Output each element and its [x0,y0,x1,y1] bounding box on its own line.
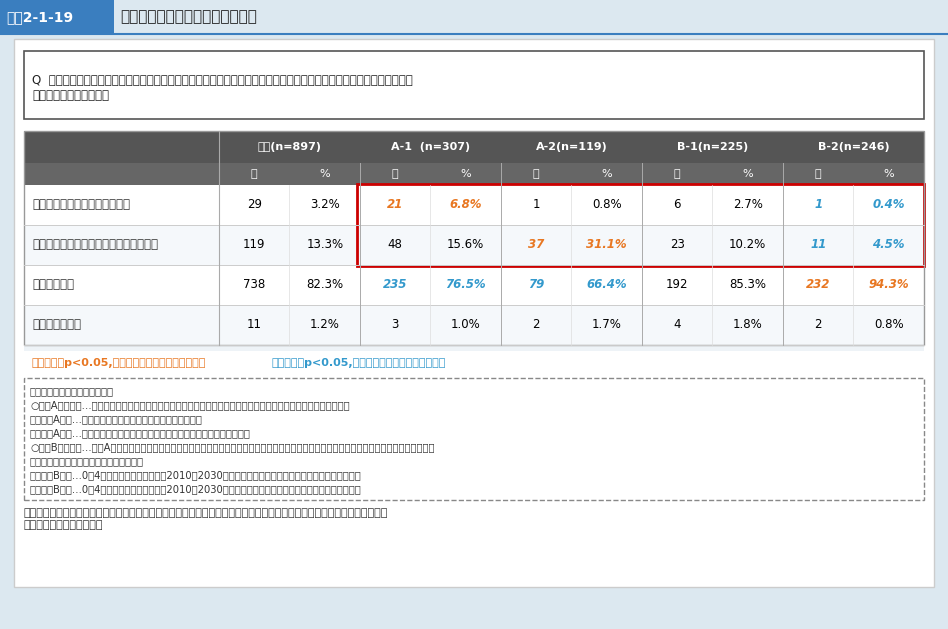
Text: 11: 11 [811,238,827,252]
Text: 82.3%: 82.3% [306,279,343,291]
Text: 自治体内の一部地区において生じている: 自治体内の一部地区において生じている [32,238,158,252]
Text: B-2(n=246): B-2(n=246) [818,142,889,152]
Text: 数: 数 [815,169,822,179]
Text: 数: 数 [392,169,398,179]
Text: 4: 4 [673,318,681,331]
Text: 0.8%: 0.8% [592,199,622,211]
Text: 生じていない: 生じていない [32,279,74,291]
Text: 1: 1 [533,199,540,211]
Text: 21: 21 [387,199,404,211]
Text: 資料：令和２年度子ども・子育て支援推進調査研究事業「人口減少地域等における保育に関するニーズや事業継続に向けた
　取組事例に関する調査」: 資料：令和２年度子ども・子育て支援推進調査研究事業「人口減少地域等における保育に… [24,508,389,530]
Bar [357,184,924,266]
Text: 1.0%: 1.0% [451,318,481,331]
Text: %: % [461,169,471,179]
Text: 37: 37 [528,238,544,252]
Text: 自治体全域において生じている: 自治体全域において生じている [32,199,130,211]
Text: 48: 48 [388,238,403,252]
Text: 6.8%: 6.8% [449,199,482,211]
Text: ○分類Bの考え方…分類Aに該当しない地域を、将来的に人口減少の可能性のある市町村とし、以下のとおり、より急速に人口減少が起こる地域と: ○分類Bの考え方…分類Aに該当しない地域を、将来的に人口減少の可能性のある市町村… [30,442,434,452]
Text: 11: 11 [246,318,262,331]
Text: 235: 235 [383,279,408,291]
Bar [24,51,924,119]
Text: （参考）自治体の分類の考え方: （参考）自治体の分類の考え方 [30,386,114,396]
Bar [0,0,948,34]
Bar [24,185,924,225]
Text: 2: 2 [533,318,540,331]
Text: 0.8%: 0.8% [874,318,903,331]
Text: 数: 数 [533,169,539,179]
Text: 6: 6 [673,199,681,211]
Text: 0.4%: 0.4% [872,199,905,211]
Text: 738: 738 [243,279,265,291]
Text: 数: 数 [251,169,258,179]
Text: 3.2%: 3.2% [310,199,339,211]
Text: 把握していない: 把握していない [32,318,81,331]
Text: 2.7%: 2.7% [733,199,763,211]
Text: オレンジ：p<0.05,全体の割合と比べて割合が高い: オレンジ：p<0.05,全体の割合と比べて割合が高い [32,358,207,368]
Text: %: % [742,169,753,179]
Text: 2: 2 [814,318,822,331]
Text: 31.1%: 31.1% [587,238,627,252]
Text: %: % [319,169,330,179]
Bar [24,305,924,345]
Bar [112,0,114,34]
Bar [14,39,934,587]
Text: Q  自治体において、人口減少の影響により、域内の保育所等の多くが定員割れを起こし運営の継続が困難となっている
　事態は生じてますか。: Q 自治体において、人口減少の影響により、域内の保育所等の多くが定員割れを起こし… [32,74,412,102]
Text: ・分類A－１…市町村全体が過疎地域又は市町村全体が離島: ・分類A－１…市町村全体が過疎地域又は市町村全体が離島 [30,414,203,424]
Text: A-1  (n=307): A-1 (n=307) [391,142,470,152]
Text: 85.3%: 85.3% [729,279,766,291]
Text: 4.5%: 4.5% [872,238,905,252]
Text: 13.3%: 13.3% [306,238,343,252]
Text: 232: 232 [806,279,830,291]
Text: 119: 119 [243,238,265,252]
Text: %: % [601,169,612,179]
Text: 保育所の運営継続の困難さの状況: 保育所の運営継続の困難さの状況 [120,9,257,25]
Text: ・分類B－１…0～4歳人口の将来推計人口の2010～2030年の増減率について中央値より減少率が高い市町村: ・分類B－１…0～4歳人口の将来推計人口の2010～2030年の増減率について中… [30,470,362,480]
Text: 192: 192 [666,279,688,291]
Text: A-2(n=119): A-2(n=119) [536,142,608,152]
Text: ・分類A－２…市町村の中に一部過疎地域を含む又は市町村の中に離島を含む: ・分類A－２…市町村の中に一部過疎地域を含む又は市町村の中に離島を含む [30,428,251,438]
Text: ○分類Aの考え方…過疎地域・離島含む人口減少の影響下にある市町村を、過疎地域や離島を基に以下のとおり分類: ○分類Aの考え方…過疎地域・離島含む人口減少の影響下にある市町村を、過疎地域や離… [30,400,350,410]
Bar [24,225,924,265]
Text: 1.2%: 1.2% [310,318,339,331]
FancyBboxPatch shape [24,378,924,500]
Text: B-1(n=225): B-1(n=225) [677,142,748,152]
Text: 10.2%: 10.2% [729,238,766,252]
Text: ブルー：p<0.05,全体の割合と比べて割合が低い: ブルー：p<0.05,全体の割合と比べて割合が低い [272,358,447,368]
Text: 全体(n=897): 全体(n=897) [258,142,321,152]
Bar [24,131,924,351]
Bar [24,163,924,185]
Text: 29: 29 [246,199,262,211]
Text: 緩やかに人口減少が起こる地域とに分類: 緩やかに人口減少が起こる地域とに分類 [30,456,144,466]
Bar [0,0,112,34]
Bar [24,131,924,163]
Text: %: % [884,169,894,179]
Bar [24,131,924,345]
Text: 1: 1 [814,199,822,211]
Text: 数: 数 [674,169,681,179]
Text: 図表2-1-19: 図表2-1-19 [6,10,73,24]
Text: 23: 23 [670,238,684,252]
Text: 1.7%: 1.7% [592,318,622,331]
Text: ・分類B－２…0～4歳人口の将来推計人口の2010～2030年の増減率について中央値より減少率が低い市町村: ・分類B－２…0～4歳人口の将来推計人口の2010～2030年の増減率について中… [30,484,362,494]
Text: 15.6%: 15.6% [447,238,484,252]
Text: 1.8%: 1.8% [733,318,762,331]
Text: 3: 3 [392,318,399,331]
Text: 79: 79 [528,279,544,291]
Text: 76.5%: 76.5% [446,279,486,291]
Text: 66.4%: 66.4% [587,279,627,291]
Bar [24,265,924,305]
Text: 94.3%: 94.3% [868,279,909,291]
